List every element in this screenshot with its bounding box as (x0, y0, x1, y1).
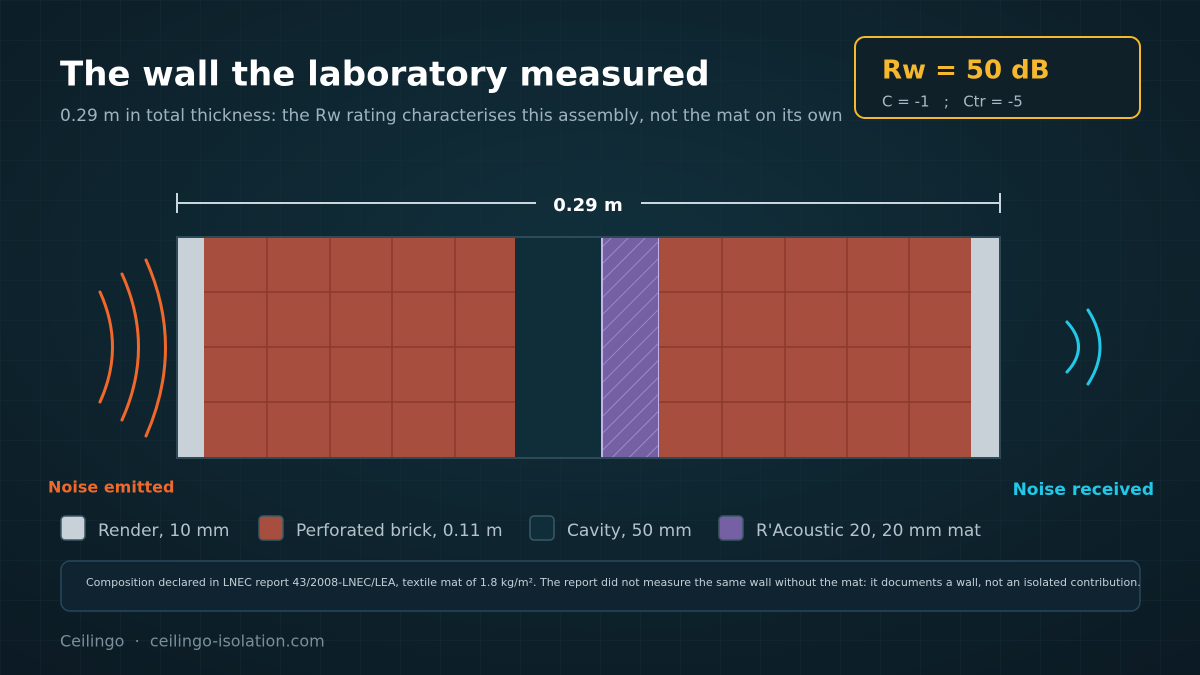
title: The wall the laboratory measured (60, 55, 710, 95)
legend-swatch (718, 515, 744, 541)
legend-swatch (529, 515, 555, 541)
legend-swatch (258, 515, 284, 541)
noise-waves-received (1065, 308, 1102, 386)
legend-label: R'Acoustic 20, 20 mm mat (756, 521, 981, 541)
legend-label: Cavity, 50 mm (567, 521, 692, 541)
noise-waves-emitted (98, 258, 167, 438)
wall-outline (176, 236, 1001, 459)
rating-main: Rw = 50 dB (882, 56, 1050, 86)
note-box (60, 560, 1141, 612)
rating-box (854, 36, 1141, 119)
dimension-label: 0.29 m (553, 195, 622, 216)
brick-joints (204, 237, 971, 458)
render-layer (177, 237, 204, 458)
legend-swatch (60, 515, 86, 541)
rating-detail: C = -1 ; Ctr = -5 (882, 93, 1023, 111)
legend-label: Render, 10 mm (98, 521, 229, 541)
legend: Render, 10 mm Perforated brick, 0.11 m Cav… (60, 515, 981, 541)
noise-emitted-label: Noise emitted (48, 478, 174, 497)
note: Composition declared in LNEC report 43/2… (86, 576, 1141, 589)
dimension-line (176, 193, 1001, 213)
noise-received-label: Noise received (1013, 480, 1154, 500)
render-layer (971, 237, 1000, 458)
mat-hatch (601, 236, 660, 459)
footer: Ceilingo · ceilingo-isolation.com (60, 632, 325, 651)
legend-label: Perforated brick, 0.11 m (296, 521, 503, 541)
wall (176, 236, 1001, 459)
subtitle: 0.29 m in total thickness: the Rw rating… (60, 106, 843, 126)
cavity-layer (515, 237, 602, 458)
